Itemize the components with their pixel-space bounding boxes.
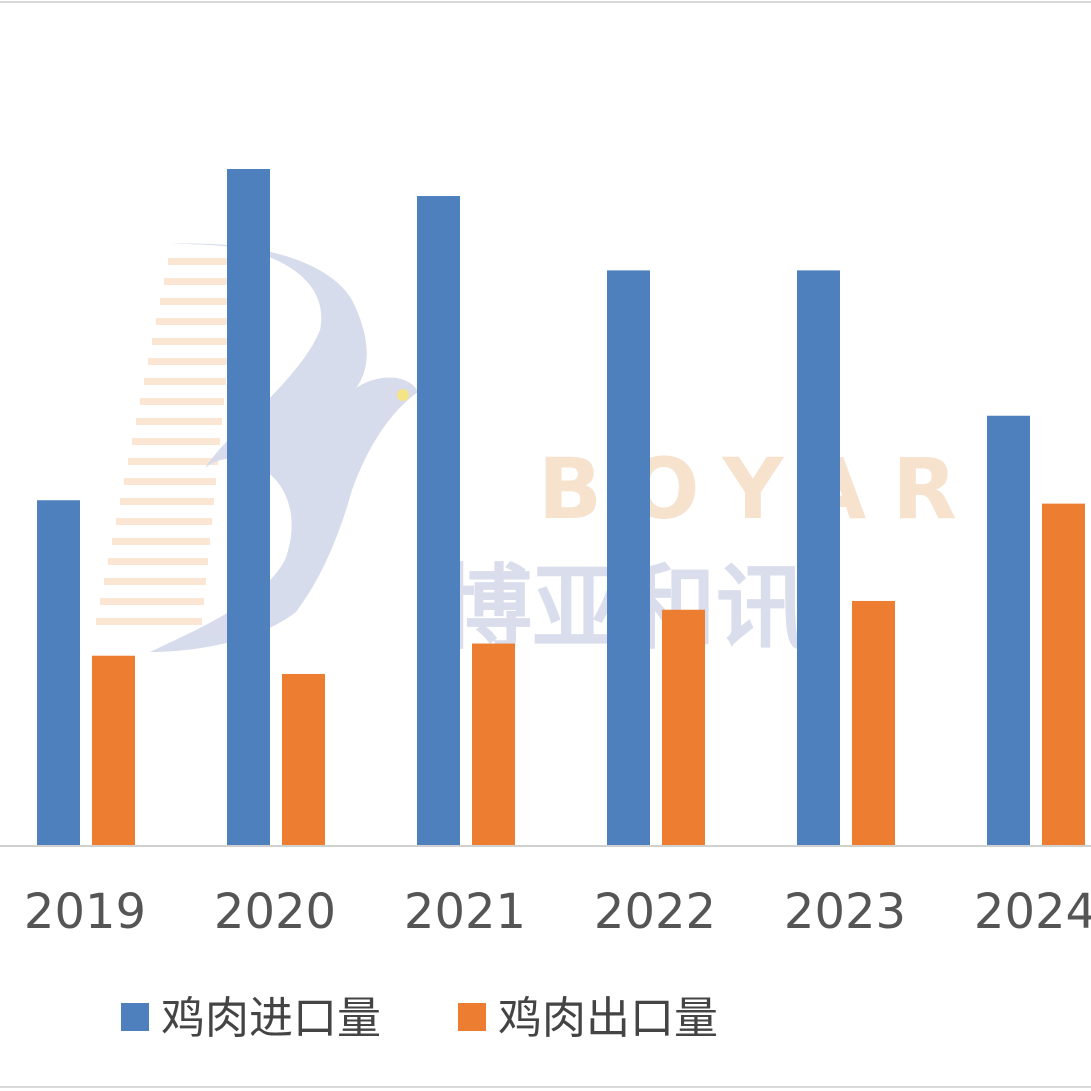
legend-swatch-export <box>458 1003 486 1031</box>
watermark-stripe <box>164 278 236 285</box>
bar-import-2019 <box>37 500 80 845</box>
bar-export-2020 <box>282 673 325 845</box>
bars-group <box>37 169 1085 846</box>
watermark-stripe <box>136 418 222 425</box>
watermark-letters: BOYAR <box>538 440 983 538</box>
x-tick-label: 2023 <box>784 884 906 940</box>
watermark-stripe <box>112 538 210 545</box>
legend: 鸡肉进口量 鸡肉出口量 <box>121 993 718 1044</box>
watermark-stripe <box>140 398 224 405</box>
watermark-stripe <box>148 358 228 365</box>
bar-export-2022 <box>662 609 705 845</box>
watermark-stripe <box>128 458 218 465</box>
x-tick-label: 2020 <box>214 884 336 940</box>
watermark-stripe <box>116 518 212 525</box>
watermark-stripe <box>144 378 226 385</box>
bar-import-2022 <box>607 270 650 845</box>
watermark-stripe <box>120 498 214 505</box>
watermark-stripe <box>100 598 204 605</box>
bar-import-2024 <box>987 415 1030 845</box>
x-tick-labels: 2019 2020 2021 2022 2023 2024 <box>24 884 1091 940</box>
bar-import-2020 <box>227 169 270 845</box>
legend-label-export: 鸡肉出口量 <box>498 993 718 1044</box>
x-tick-label: 2019 <box>24 884 146 940</box>
watermark-stripes <box>96 258 238 625</box>
legend-label-import: 鸡肉进口量 <box>161 993 381 1044</box>
watermark-stripe <box>96 618 202 625</box>
watermark-stripe <box>156 318 232 325</box>
watermark-stripe <box>160 298 234 305</box>
bar-import-2023 <box>797 270 840 845</box>
x-tick-label: 2024 <box>974 884 1091 940</box>
bar-export-2023 <box>852 600 895 845</box>
watermark-stripe <box>168 258 238 265</box>
watermark-bird-shape <box>150 243 418 652</box>
watermark-stripe <box>124 478 216 485</box>
watermark-bird-eye <box>397 389 409 401</box>
bar-export-2024 <box>1042 503 1085 845</box>
bar-export-2021 <box>472 643 515 845</box>
watermark-stripe <box>104 578 206 585</box>
x-tick-label: 2022 <box>594 884 716 940</box>
watermark-stripe <box>132 438 220 445</box>
legend-swatch-import <box>121 1003 149 1031</box>
watermark-stripe <box>152 338 230 345</box>
x-tick-label: 2021 <box>404 884 526 940</box>
watermark-stripe <box>108 558 208 565</box>
bar-import-2021 <box>417 196 460 846</box>
bar-export-2019 <box>92 655 135 845</box>
